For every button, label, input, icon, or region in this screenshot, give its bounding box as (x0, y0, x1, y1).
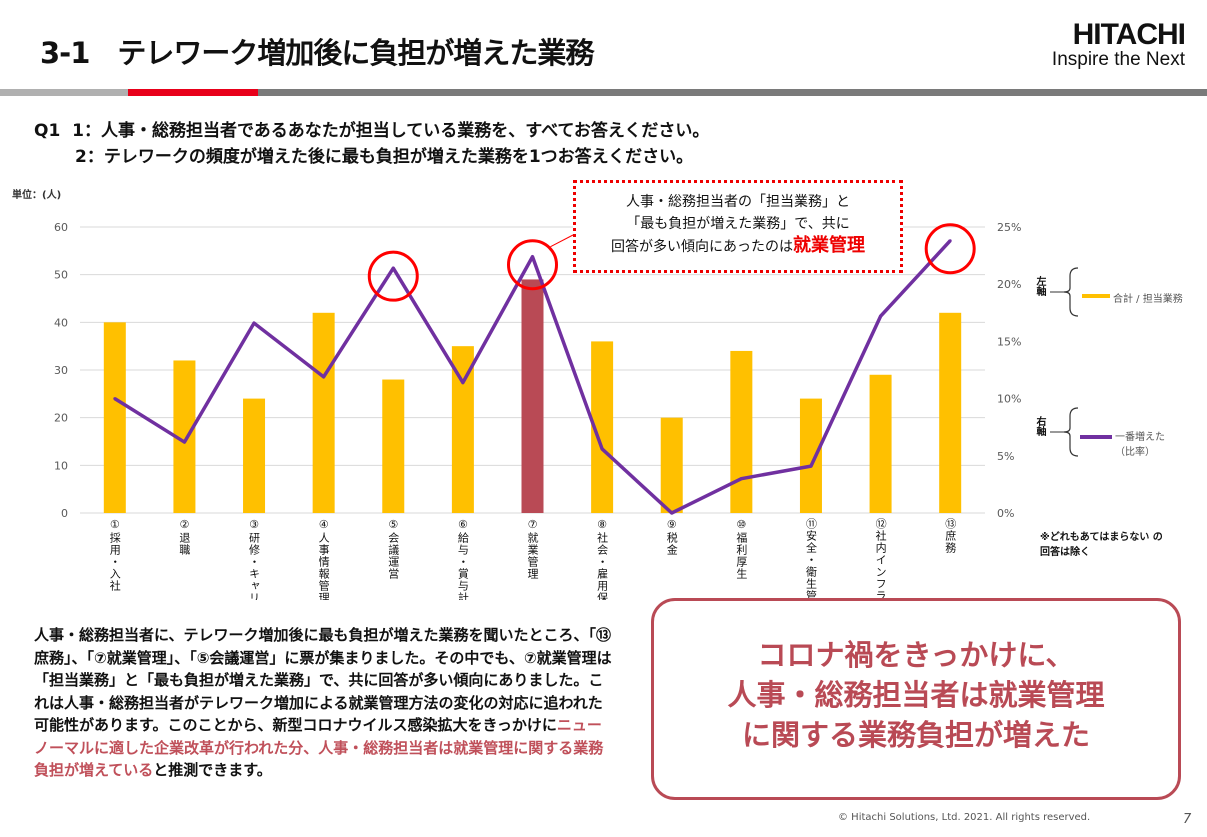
left-tick-label: 60 (54, 221, 68, 234)
line-point (809, 464, 813, 468)
bar (869, 374, 892, 513)
category-label: ⑤会議運営 (387, 518, 400, 580)
bar (312, 312, 335, 513)
right-tick-label: 25% (997, 221, 1021, 234)
left-tick-label: 30 (54, 364, 68, 377)
left-tick-label: 50 (54, 269, 68, 282)
question-line-1: 1：人事・総務担当者であるあなたが担当している業務を、すべてお答えください。 (72, 121, 710, 141)
bar (730, 350, 753, 513)
line-point (670, 511, 674, 515)
category-label: ⑬庶務 (944, 518, 957, 554)
callout-box: 人事・総務担当者の「担当業務」と 「最も負担が増えた業務」で、共に 回答が多い傾… (573, 180, 903, 273)
conclusion-line-3: に関する業務負担が増えた (741, 718, 1090, 752)
body-segment: ニューノーマルに適した企業改革が行われた分、人事・総務担当者は就業管理に関する業… (34, 716, 604, 779)
body-segment: にありました。これは人事・総務担当者がテレワーク増加による就業管理方法の変化の対… (34, 671, 604, 734)
category-label: ⑫社内インフラ整備 (874, 518, 887, 600)
header-divider-red (128, 89, 258, 96)
category-label: ⑥給与・賞与計算 (456, 518, 469, 600)
question-line-2: 2：テレワークの頻度が増えた後に最も負担が増えた業務を1つお答えください。 (75, 147, 694, 167)
category-label: ⑨税金 (665, 518, 678, 556)
bar (660, 417, 683, 513)
left-tick-label: 40 (54, 316, 68, 329)
line-point (600, 447, 604, 451)
unit-label: 単位：(人) (12, 190, 62, 201)
category-label: ③研修・キャリア育成 (248, 518, 261, 600)
left-tick-label: 0 (61, 507, 68, 520)
category-label: ②退職 (178, 518, 191, 556)
page-number: 7 (1183, 812, 1192, 827)
callout-highlight: 就業管理 (793, 235, 865, 256)
bracket-icon (1063, 267, 1079, 317)
left-axis-label: 左軸 (1034, 276, 1045, 296)
line-point (739, 477, 743, 481)
left-tick-label: 20 (54, 412, 68, 425)
copyright: © Hitachi Solutions, Ltd. 2021. All righ… (838, 812, 1091, 823)
line-point (879, 314, 883, 318)
bar (173, 360, 196, 513)
category-label: ⑪安全・衛生管理 (804, 518, 817, 600)
body-segment: 人事・総務担当者に、テレワーク増加後に最も負担が増えた業務を聞いたところ、「⑬庶… (34, 626, 612, 667)
right-axis-label: 右軸 (1034, 416, 1045, 436)
bar (939, 312, 962, 513)
bar (799, 398, 822, 513)
highlight-circle (507, 239, 558, 291)
highlight-circle (367, 250, 419, 302)
category-label: ⑩福利厚生 (735, 518, 748, 580)
line-point (461, 381, 465, 385)
line-point (322, 375, 326, 379)
category-label: ⑧社会・雇用保険 (596, 518, 609, 600)
line-point (182, 440, 186, 444)
conclusion-line-2: 人事・総務担当者は就業管理 (727, 678, 1105, 712)
legend-line-label: 一番増えた（比率） (1115, 432, 1165, 458)
highlight-circle (924, 223, 976, 275)
category-label: ⑦就業管理 (526, 518, 539, 580)
body-text: 人事・総務担当者に、テレワーク増加後に最も負担が増えた業務を聞いたところ、「⑬庶… (34, 624, 614, 782)
line-point (391, 266, 395, 270)
bar (243, 398, 266, 513)
right-tick-label: 15% (997, 335, 1021, 348)
legend-bar-label: 合計 / 担当業務 (1113, 294, 1183, 305)
question-text: Q1 1：人事・総務担当者であるあなたが担当している業務を、すべてお答えください… (34, 118, 709, 170)
callout-line-1: 人事・総務担当者の「担当業務」と (626, 194, 850, 210)
question-prefix: Q1 (34, 121, 61, 141)
body-segment: と推測できます。 (153, 761, 272, 779)
callout-line-2: 「最も負担が増えた業務」で、共に (626, 216, 850, 232)
hitachi-logo: HITACHI Inspire the Next (1051, 18, 1186, 70)
callout-line-3: 回答が多い傾向にあったのは (611, 239, 793, 255)
left-tick-label: 10 (54, 459, 68, 472)
callout-connector (550, 234, 574, 248)
conclusion-box: コロナ禍をきっかけに、 人事・総務担当者は就業管理 に関する業務負担が増えた (651, 598, 1181, 800)
bar (591, 341, 614, 513)
bar (521, 279, 544, 513)
right-tick-label: 5% (997, 450, 1014, 463)
bracket-icon (1063, 407, 1079, 457)
header-divider-gray (0, 89, 128, 96)
right-tick-label: 10% (997, 393, 1021, 406)
bar (382, 379, 405, 513)
line-point (113, 397, 117, 401)
category-label: ①採用・入社 (108, 518, 121, 592)
bar (451, 346, 474, 513)
conclusion-line-1: コロナ禍をきっかけに、 (757, 638, 1075, 672)
header-divider-dark (258, 89, 1207, 96)
category-label: ④人事情報管理 (317, 518, 330, 600)
line-point (252, 321, 256, 325)
bar (103, 322, 126, 513)
combo-chart: 0 10 20 30 40 50 60 0% 5% 10% 15% 20% 25% ①採用・入社 ②退職 ③研… (54, 221, 1112, 600)
body-segment: ⑦就業管理は「担当業務」と「最も負担が増えた業務」で、共に回答が多い傾向 (34, 648, 612, 690)
right-tick-label: 0% (997, 507, 1014, 520)
chart-footnote: ※どれもあてはまらない の回答は除く (1040, 532, 1163, 558)
line-point (948, 239, 952, 243)
right-tick-label: 20% (997, 278, 1021, 291)
slide-title: 3-1 テレワーク増加後に負担が増えた業務 (40, 36, 594, 70)
line-point (531, 255, 534, 259)
